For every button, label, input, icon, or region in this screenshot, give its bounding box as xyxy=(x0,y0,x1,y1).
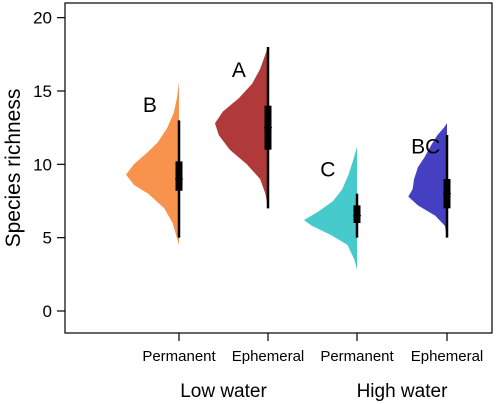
plot-frame xyxy=(64,2,493,334)
group-label: High water xyxy=(357,381,448,402)
y-tick-label: 5 xyxy=(43,229,52,248)
violin-3: C xyxy=(304,146,361,270)
iqr-box xyxy=(175,161,183,191)
violin-density xyxy=(304,146,357,270)
significance-label: C xyxy=(320,159,335,182)
significance-label: A xyxy=(232,59,246,82)
y-tick-label: 10 xyxy=(33,155,52,174)
x-tick-label: Permanent xyxy=(320,348,394,365)
x-tick-label: Ephemeral xyxy=(411,348,484,365)
violin-1: B xyxy=(126,82,183,245)
x-tick-label: Permanent xyxy=(142,348,216,365)
violins: B A C BC xyxy=(126,47,451,270)
significance-label: B xyxy=(143,94,157,117)
significance-label: BC xyxy=(411,135,440,158)
y-tick-label: 15 xyxy=(33,82,52,101)
iqr-box xyxy=(353,205,361,223)
violin-4: BC xyxy=(408,123,451,238)
x-tick-label: Ephemeral xyxy=(232,348,305,365)
y-tick-label: 0 xyxy=(43,302,52,321)
y-axis: 0 5 10 15 20 xyxy=(33,9,65,321)
group-label: Low water xyxy=(180,381,267,402)
y-tick-label: 20 xyxy=(33,9,52,28)
violin-density xyxy=(126,82,179,245)
violin-2: A xyxy=(215,47,272,209)
violin-density xyxy=(408,123,447,238)
x-axis: Permanent Ephemeral Permanent Ephemeral Low … xyxy=(142,333,483,402)
violin-density xyxy=(215,47,268,209)
y-axis-label: Species richness xyxy=(2,89,25,248)
